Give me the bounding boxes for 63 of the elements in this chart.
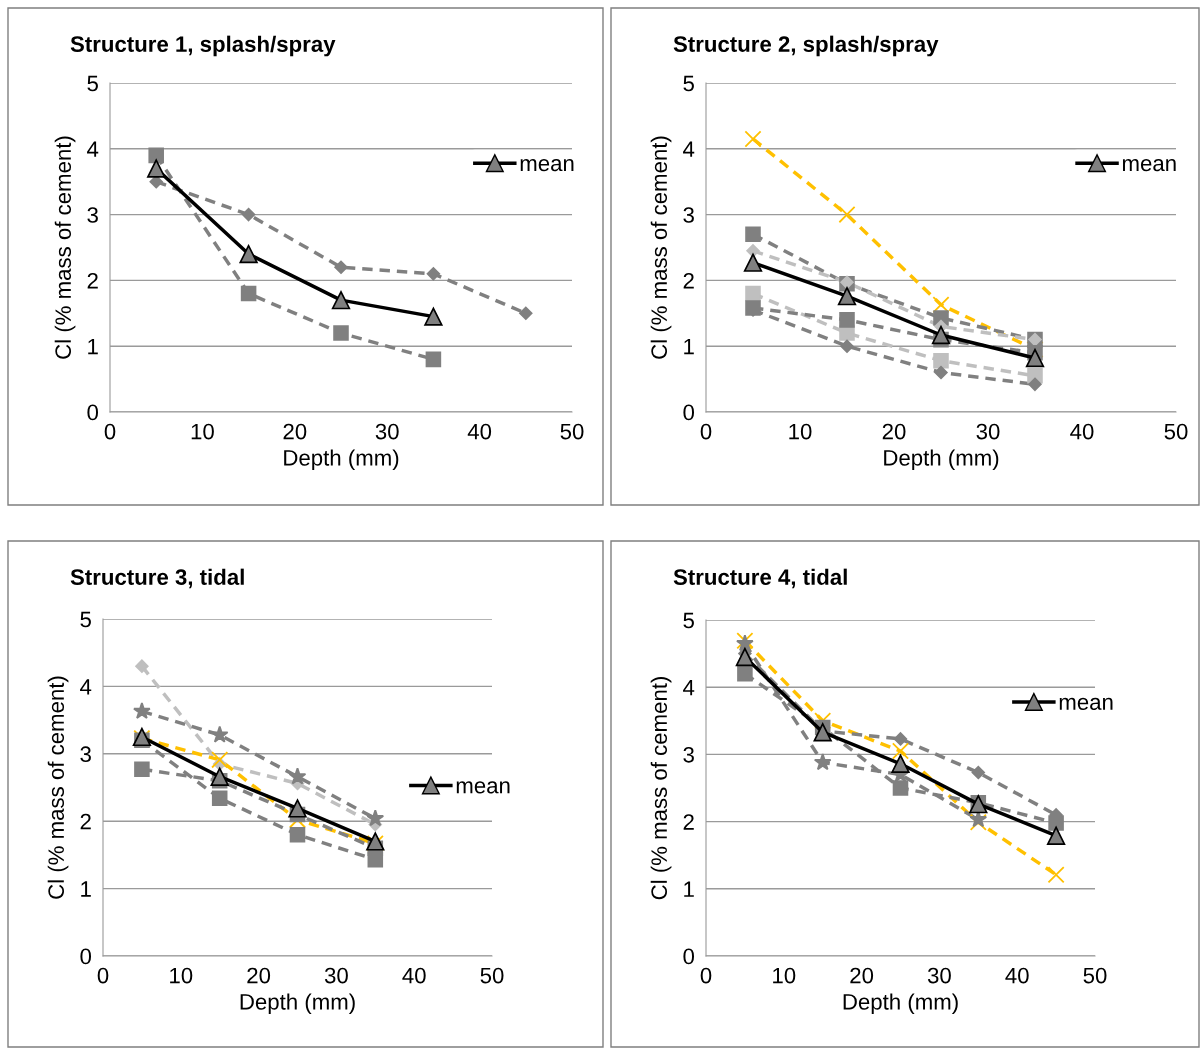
x-tick-label: 20 xyxy=(283,423,307,440)
y-tick-label: 2 xyxy=(683,272,694,289)
x-tick-label: 0 xyxy=(104,423,116,440)
y-tick-label: 3 xyxy=(87,207,98,223)
y-axis-title: Cl (% mass of cement) xyxy=(54,136,76,359)
x-tick-label: 30 xyxy=(324,967,348,984)
y-tick-label: 2 xyxy=(80,813,91,830)
y-tick-label: 0 xyxy=(87,404,99,421)
x-tick-label: 10 xyxy=(789,423,812,440)
x-tick-label: 50 xyxy=(560,423,584,440)
x-tick-label: 20 xyxy=(850,967,874,984)
y-tick-label: 5 xyxy=(80,611,91,628)
x-tick-label: 20 xyxy=(247,967,271,984)
legend-label: mean xyxy=(1059,697,1113,710)
x-tick-label: 0 xyxy=(700,967,712,984)
x-tick-label: 40 xyxy=(467,423,492,440)
x-tick-label: 10 xyxy=(170,967,193,984)
chart-title: Structure 1, splash/spray xyxy=(70,35,336,57)
x-axis-title: Depth (mm) xyxy=(884,449,999,471)
chart-title: Structure 2, splash/spray xyxy=(673,35,939,57)
legend-label: mean xyxy=(456,781,510,794)
legend-label: mean xyxy=(520,159,574,172)
y-tick-label: 4 xyxy=(683,141,695,157)
y-tick-label: 2 xyxy=(87,272,98,289)
x-tick-label: 30 xyxy=(976,423,1000,440)
y-axis-title: Cl (% mass of cement) xyxy=(650,136,672,359)
x-tick-label: 10 xyxy=(773,967,796,984)
y-tick-label: 5 xyxy=(87,75,98,92)
y-tick-label: 3 xyxy=(683,746,694,763)
x-tick-label: 50 xyxy=(480,967,504,984)
x-tick-label: 30 xyxy=(375,423,399,440)
y-tick-label: 4 xyxy=(87,141,99,157)
y-tick-label: 1 xyxy=(81,881,91,897)
y-tick-label: 5 xyxy=(683,612,694,629)
y-tick-label: 3 xyxy=(683,207,694,223)
y-tick-label: 0 xyxy=(80,948,92,965)
y-axis-title: Cl (% mass of cement) xyxy=(47,676,69,899)
x-tick-label: 30 xyxy=(927,967,951,984)
x-axis-title: Depth (mm) xyxy=(284,449,399,471)
y-tick-label: 5 xyxy=(683,75,694,92)
chart-title: Structure 3, tidal xyxy=(70,568,244,589)
x-tick-label: 0 xyxy=(700,423,712,440)
y-tick-label: 0 xyxy=(683,404,695,421)
x-axis-title: Depth (mm) xyxy=(240,993,355,1015)
x-tick-label: 20 xyxy=(882,423,906,440)
y-tick-label: 1 xyxy=(684,338,694,355)
x-tick-label: 40 xyxy=(402,967,426,984)
y-tick-label: 4 xyxy=(80,679,92,695)
x-tick-label: 40 xyxy=(1070,423,1094,440)
y-tick-label: 4 xyxy=(683,679,695,696)
x-tick-label: 50 xyxy=(1083,967,1107,984)
x-tick-label: 50 xyxy=(1164,423,1188,440)
y-axis-title: Cl (% mass of cement) xyxy=(650,677,672,900)
chart-title: Structure 4, tidal xyxy=(673,568,847,589)
y-tick-label: 0 xyxy=(683,948,695,965)
legend-label: mean xyxy=(1122,159,1176,172)
y-tick-label: 1 xyxy=(684,881,694,897)
y-tick-label: 3 xyxy=(80,746,91,763)
y-tick-label: 2 xyxy=(683,814,694,830)
x-axis-title: Depth (mm) xyxy=(843,993,958,1015)
x-tick-label: 40 xyxy=(1005,967,1029,984)
y-tick-label: 1 xyxy=(88,338,98,355)
x-tick-label: 10 xyxy=(191,423,214,440)
